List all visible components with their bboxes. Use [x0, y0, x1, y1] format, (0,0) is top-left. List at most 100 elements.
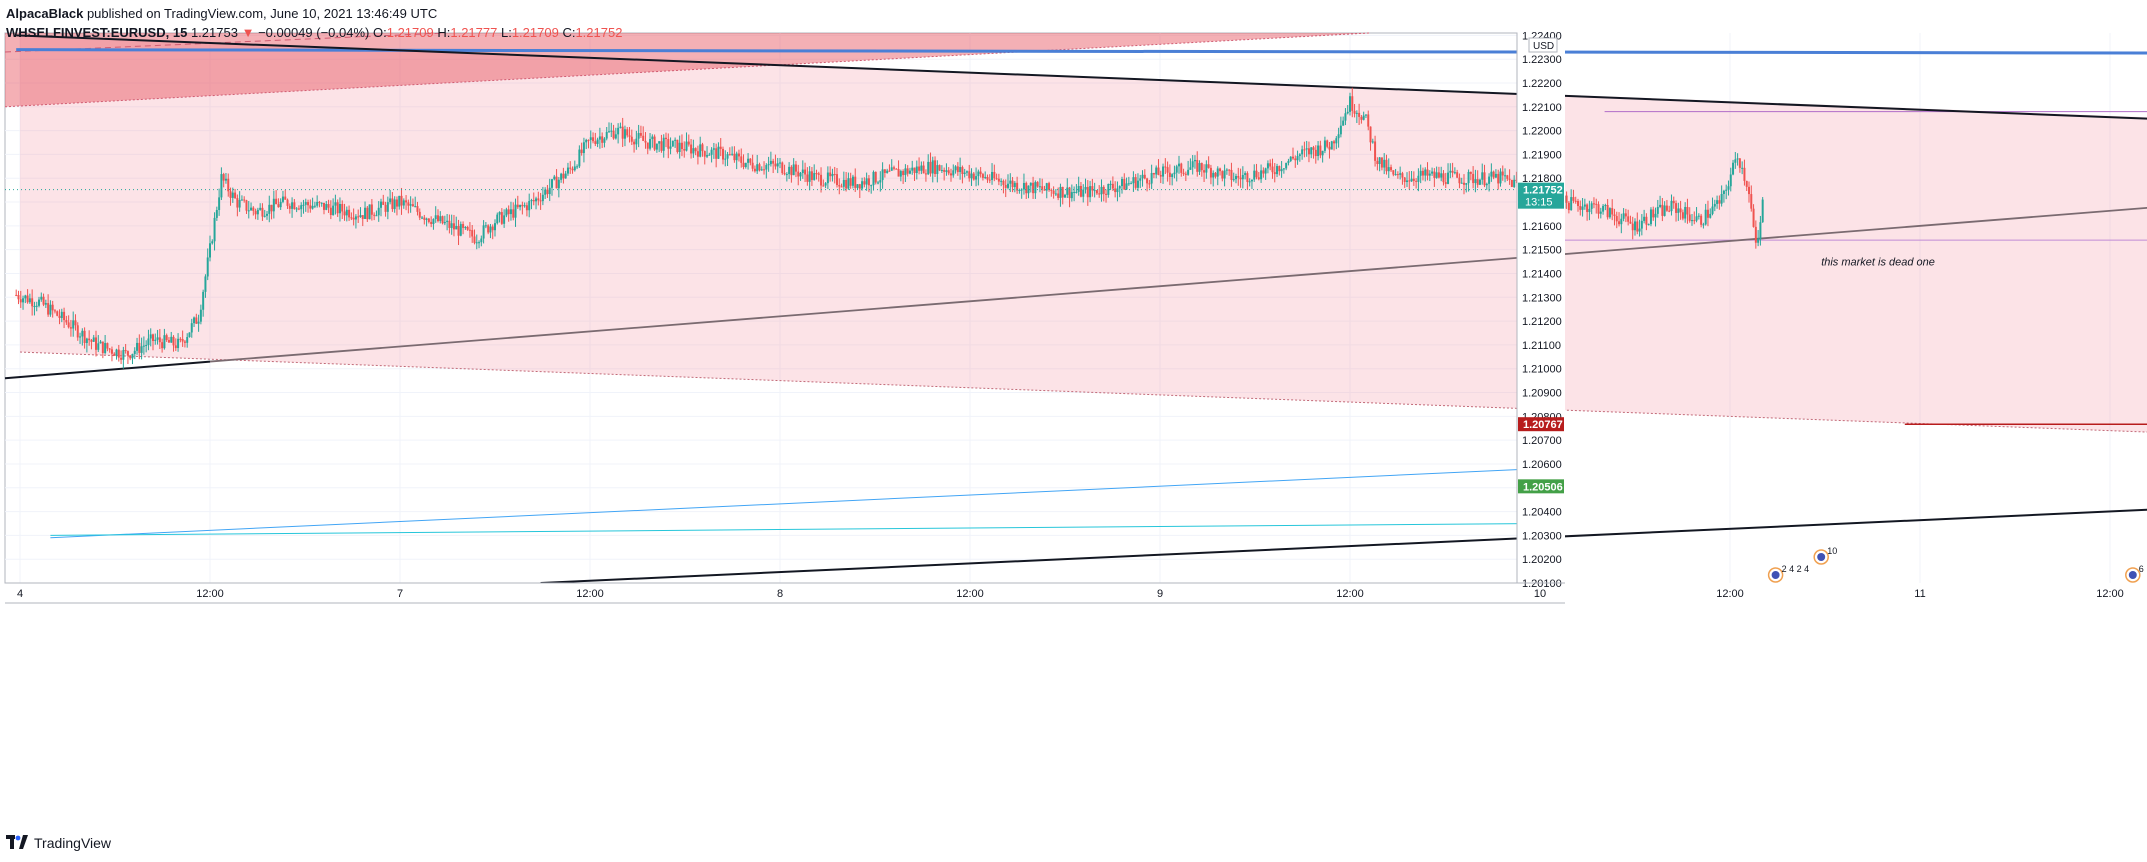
candle-body [295, 208, 298, 210]
candle-body [1654, 213, 1657, 218]
event-count: 10 [1827, 546, 1837, 556]
price-axis[interactable] [1517, 33, 1565, 583]
candle-body [1472, 173, 1475, 184]
blue-trend-line-a[interactable] [50, 468, 1537, 539]
candle-body [840, 186, 843, 188]
y-tick-label: 1.22100 [1522, 102, 1562, 114]
low-label: L: [500, 25, 512, 40]
candle-body [1057, 193, 1060, 198]
symbol-name[interactable]: WHSELFINVEST:EURUSD, 15 [6, 25, 188, 40]
channel-bottom-edge[interactable] [19, 351, 2147, 457]
candle-body [1216, 168, 1219, 177]
candle-body [1652, 209, 1655, 218]
candle-body [1624, 213, 1627, 217]
candle-body [126, 351, 129, 356]
candle-body [633, 141, 636, 145]
resistance-trend-line[interactable] [16, 34, 2147, 145]
price-label-tag[interactable] [1518, 479, 1564, 494]
candle-body [1394, 174, 1397, 176]
candle-body [564, 173, 567, 179]
candle-body [1146, 178, 1149, 184]
candle-body [733, 153, 736, 161]
candle-body [678, 142, 681, 152]
candle-body [651, 136, 654, 140]
candle-body [981, 174, 984, 178]
candle-body [1148, 183, 1151, 185]
candle-body [336, 202, 339, 214]
price-label-tag[interactable] [1518, 182, 1564, 209]
candle-body [1510, 179, 1513, 187]
candle-body [509, 209, 512, 215]
candle-body [1070, 192, 1073, 199]
event-flag-icon [1817, 553, 1826, 561]
candle-body [888, 170, 891, 172]
candle-body [715, 148, 718, 159]
candle-body [1007, 183, 1009, 188]
candle-body [820, 174, 823, 186]
candle-body [639, 133, 642, 136]
currency-badge[interactable] [1528, 37, 1558, 53]
candle-body [1501, 171, 1504, 176]
candle-body [443, 221, 446, 224]
candle-body [1490, 171, 1493, 177]
candle-body [788, 166, 791, 175]
candle-body [195, 317, 198, 324]
candle-body [56, 311, 59, 316]
support-trend-line[interactable] [209, 154, 2147, 363]
candle-body [1011, 180, 1014, 188]
candle-body [507, 209, 510, 215]
candle-body [747, 158, 750, 163]
candle-body [293, 202, 296, 209]
candle-body [1449, 170, 1452, 173]
candle-body [67, 322, 70, 328]
candle-body [756, 164, 759, 172]
low-value: 1.21709 [511, 25, 559, 40]
footer-brand[interactable]: TradingView [6, 835, 111, 851]
candle-body [1209, 167, 1212, 178]
candle-body [154, 339, 157, 341]
candle-body [167, 340, 170, 343]
candle-body [297, 208, 300, 210]
candle-body [270, 204, 273, 212]
y-tick-label: 1.21300 [1522, 292, 1562, 304]
candle-body [1241, 174, 1244, 180]
candle-body [1285, 162, 1288, 169]
y-tick-label: 1.20900 [1522, 388, 1562, 400]
pink-channel-zone[interactable] [20, 35, 2147, 456]
candle-body [430, 221, 433, 225]
candle-body [519, 204, 522, 208]
x-tick-label: 12:00 [956, 588, 984, 600]
cyan-trend-line-b[interactable] [50, 522, 1537, 536]
price-label-tag[interactable] [1518, 417, 1564, 432]
candle-body [286, 199, 289, 206]
candle-body [936, 165, 939, 175]
candle-body [610, 130, 613, 132]
candle-body [1478, 179, 1481, 185]
candle-body [965, 171, 968, 173]
candle-body [1319, 145, 1322, 156]
candle-body [1093, 190, 1096, 192]
candle-body [528, 200, 531, 211]
candle-body [113, 353, 116, 356]
publisher-name[interactable]: AlpacaBlack [6, 6, 84, 21]
candle-body [1615, 216, 1618, 222]
y-tick-label: 1.21400 [1522, 268, 1562, 280]
candle-body [142, 345, 145, 347]
candle-body [243, 199, 246, 201]
candle-body [1314, 149, 1317, 157]
candle-body [238, 199, 241, 208]
candle-body [1403, 177, 1406, 182]
candle-body [1392, 170, 1395, 175]
lower-support-line[interactable] [540, 469, 2147, 584]
candle-body [425, 218, 428, 220]
support-trend-line-start[interactable] [4, 360, 211, 380]
candle-body [47, 303, 50, 315]
candle-body [455, 225, 458, 230]
candle-body [263, 215, 266, 217]
candle-body [993, 171, 996, 179]
candle-body [183, 341, 186, 343]
chart-annotation[interactable]: this market is dead one [1821, 257, 1935, 269]
candle-body [1036, 182, 1039, 187]
time-axis[interactable] [5, 583, 1517, 603]
